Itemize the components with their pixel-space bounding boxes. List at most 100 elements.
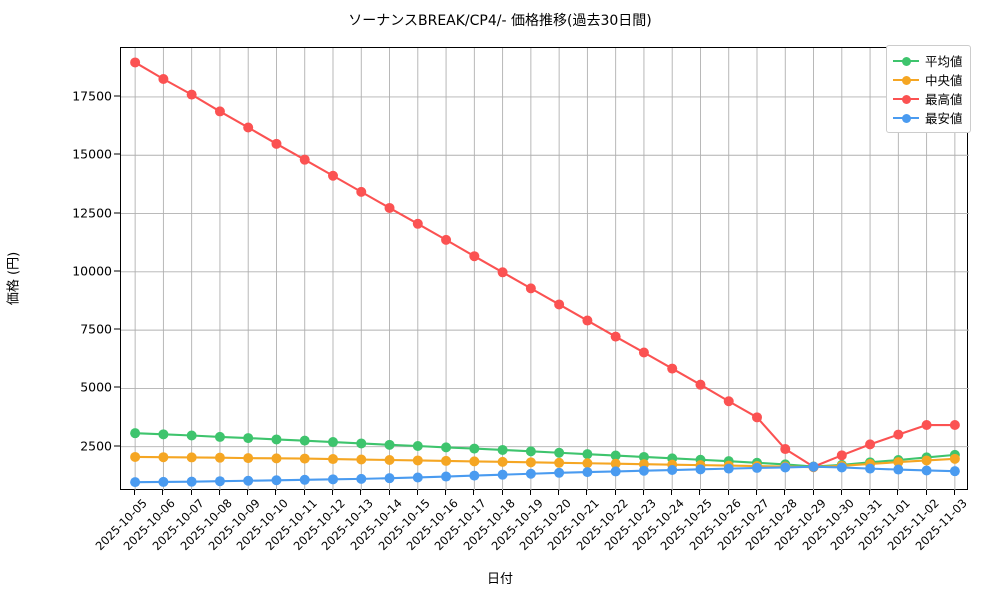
- y-axis-tick-mark: [114, 328, 120, 330]
- data-point: [186, 452, 197, 463]
- x-axis-tick-mark: [332, 490, 333, 495]
- data-point: [356, 454, 367, 465]
- data-point: [582, 315, 593, 326]
- x-axis-tick-mark: [586, 490, 588, 495]
- data-point: [356, 438, 367, 449]
- data-point: [158, 476, 169, 487]
- data-point: [130, 57, 141, 68]
- data-point: [638, 465, 649, 476]
- data-point: [949, 420, 960, 431]
- legend-item-0[interactable]: 平均値: [893, 51, 963, 70]
- data-point: [214, 476, 225, 487]
- data-point: [328, 454, 338, 465]
- data-point: [695, 379, 706, 390]
- data-point: [469, 456, 480, 467]
- x-axis-tick-mark: [840, 490, 842, 495]
- y-axis-tick-label: 7500: [80, 321, 112, 337]
- data-point: [356, 186, 367, 197]
- data-point: [299, 154, 310, 165]
- legend-item-2[interactable]: 最高値: [893, 89, 963, 108]
- legend-marker-icon: [893, 93, 919, 105]
- legend-label: 平均値: [925, 54, 963, 69]
- data-point: [780, 444, 791, 455]
- x-axis-tick-mark: [558, 490, 560, 495]
- data-point: [328, 437, 338, 448]
- x-axis-tick-mark: [699, 490, 701, 495]
- data-point: [780, 462, 791, 473]
- y-axis-tick-label: 5000: [80, 379, 112, 395]
- y-axis-tick-label: 10000: [72, 263, 112, 279]
- x-axis-tick-mark: [416, 490, 418, 495]
- y-axis: 2500 5000 7500 10000 12500 15000 17500: [0, 0, 120, 600]
- y-axis-tick-mark: [114, 386, 120, 388]
- data-point: [525, 468, 536, 479]
- data-point: [412, 441, 423, 451]
- data-point: [638, 347, 649, 358]
- data-point: [469, 251, 480, 262]
- legend-marker-icon: [893, 74, 919, 86]
- data-point: [158, 429, 169, 440]
- data-point: [695, 464, 706, 475]
- x-axis-tick-mark: [190, 490, 192, 495]
- data-point: [384, 439, 395, 450]
- x-axis-tick-mark: [134, 490, 136, 495]
- data-point: [836, 450, 847, 461]
- x-axis-tick-mark: [642, 490, 644, 495]
- data-point: [243, 433, 254, 444]
- y-axis-tick-label: 15000: [72, 146, 112, 162]
- x-axis-title: 日付: [486, 572, 513, 587]
- data-point: [582, 458, 593, 469]
- data-point: [610, 331, 621, 342]
- chart-legend: 平均値 中央値 最高値 最安値: [886, 45, 971, 133]
- data-point: [271, 475, 282, 486]
- data-point: [610, 450, 621, 461]
- data-point: [497, 469, 508, 480]
- data-point: [441, 455, 452, 466]
- data-point: [525, 283, 536, 294]
- x-axis-tick-mark: [925, 490, 927, 495]
- x-axis-tick-mark: [501, 490, 503, 495]
- x-axis-tick-mark: [614, 490, 616, 495]
- data-point: [441, 234, 452, 245]
- data-point: [384, 454, 395, 465]
- data-point: [497, 444, 508, 455]
- x-axis-tick-mark: [671, 490, 673, 495]
- data-point: [441, 442, 452, 453]
- data-point: [158, 74, 169, 85]
- data-point: [723, 396, 734, 407]
- data-point: [836, 462, 847, 473]
- data-point: [299, 453, 310, 464]
- y-axis-tick-mark: [114, 95, 120, 97]
- data-point: [356, 473, 367, 484]
- data-point: [610, 458, 621, 469]
- x-axis-tick-mark: [953, 490, 955, 495]
- x-axis-tick-mark: [275, 490, 277, 495]
- data-point: [299, 474, 310, 485]
- series-layer: [130, 57, 960, 488]
- data-point: [921, 465, 932, 476]
- data-point: [243, 453, 254, 464]
- data-point: [186, 476, 197, 487]
- data-point: [158, 452, 169, 463]
- data-point: [554, 457, 565, 468]
- data-point: [554, 447, 565, 458]
- data-point: [893, 429, 904, 440]
- data-point: [497, 267, 508, 278]
- data-point: [582, 467, 593, 478]
- data-point: [271, 453, 282, 464]
- legend-item-3[interactable]: 最安値: [893, 108, 963, 127]
- data-point: [412, 455, 423, 466]
- data-point: [667, 363, 678, 374]
- y-axis-tick-mark: [114, 445, 120, 447]
- legend-marker-icon: [893, 55, 919, 67]
- data-point: [328, 170, 338, 181]
- legend-item-1[interactable]: 中央値: [893, 70, 963, 89]
- data-point: [130, 451, 141, 462]
- data-point: [214, 452, 225, 463]
- series-line-2: [134, 61, 956, 468]
- y-axis-tick-mark: [114, 270, 120, 272]
- x-axis-tick-mark: [529, 490, 531, 495]
- x-axis-tick-mark: [784, 490, 786, 495]
- data-point: [949, 466, 960, 477]
- legend-marker-icon: [893, 112, 919, 124]
